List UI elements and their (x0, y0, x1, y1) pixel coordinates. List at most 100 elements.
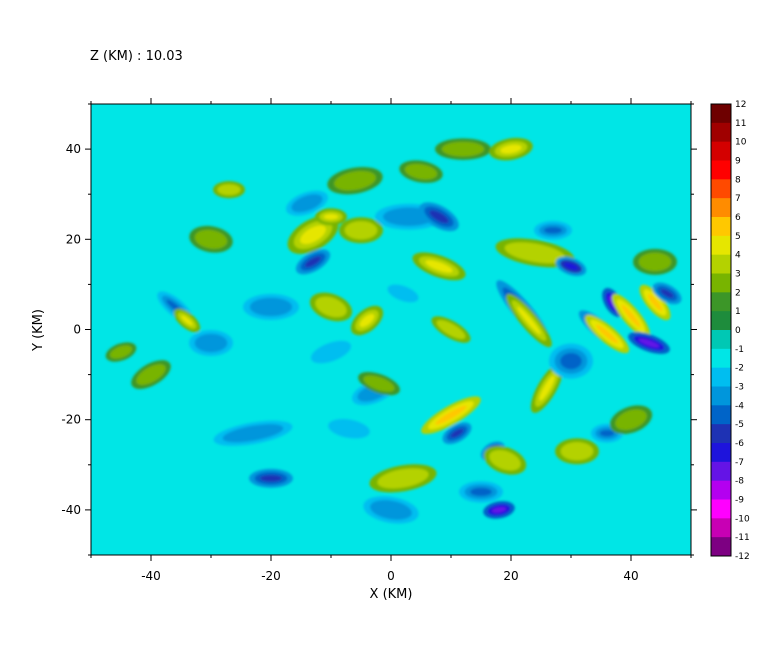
contour-feature (221, 186, 237, 193)
contour-field (105, 137, 682, 524)
contour-feature (300, 225, 326, 245)
colorbar-label: 0 (735, 326, 741, 336)
colorbar-band (711, 217, 731, 237)
colorbar-label: -1 (735, 345, 744, 355)
colorbar-band (711, 348, 731, 369)
contour-feature (544, 227, 562, 234)
contour-feature (114, 348, 128, 356)
contour-feature (564, 262, 578, 270)
colorbar-label: -7 (735, 458, 744, 468)
colorbar-band (711, 443, 731, 463)
colorbar-band (711, 141, 731, 161)
colorbar-band (711, 292, 731, 312)
colorbar-label: 11 (735, 119, 746, 129)
contour-feature (470, 487, 492, 496)
contour-feature (425, 260, 453, 273)
contour-feature (448, 145, 478, 154)
contour-feature (305, 256, 321, 268)
colorbar-band (711, 311, 731, 331)
colorbar-band (711, 424, 731, 444)
colorbar-label: 4 (735, 251, 741, 261)
contour-feature (181, 315, 193, 326)
contour-feature (392, 288, 414, 299)
contour-feature (391, 211, 427, 223)
contour-feature (200, 337, 222, 349)
contour-feature (429, 210, 449, 224)
contour-feature (141, 368, 161, 382)
plot-area (90, 103, 692, 556)
contour-feature (410, 167, 432, 177)
contour-feature (435, 405, 467, 425)
colorbar-label: -8 (735, 477, 744, 487)
colorbar-band (711, 179, 731, 199)
contour-feature (500, 144, 522, 154)
contour-feature (368, 378, 390, 389)
axes: -40 -20 0 20 40 -40 -20 0 20 40 (61, 98, 697, 583)
contour-feature (621, 304, 641, 328)
colorbar: 1211109876543210-1-2-3-4-5-6-7-8-9-10-11… (710, 100, 750, 562)
contour-feature (647, 293, 663, 311)
contour-feature (340, 174, 370, 187)
contour-feature (517, 306, 541, 335)
contour-feature (296, 197, 318, 209)
contour-feature (560, 352, 582, 370)
y-tick-label: 40 (66, 142, 81, 156)
contour-feature (450, 428, 464, 438)
x-tick-label: 40 (623, 569, 638, 583)
colorbar-label: 1 (735, 307, 741, 317)
contour-feature (200, 233, 222, 245)
colorbar-band (711, 104, 731, 124)
contour-feature (494, 454, 516, 467)
y-tick-label: 20 (66, 232, 81, 246)
colorbar-label: 10 (735, 138, 747, 148)
x-tick-label: 20 (503, 569, 518, 583)
contour-feature (323, 214, 339, 220)
contour-feature (595, 324, 619, 344)
y-tick-label: -20 (61, 413, 81, 427)
colorbar-band (711, 386, 731, 406)
colorbar-band (711, 160, 731, 180)
contour-feature (385, 472, 421, 485)
colorbar-label: -2 (735, 364, 744, 374)
colorbar-label: 5 (735, 232, 741, 242)
x-tick-label: -40 (141, 569, 161, 583)
colorbar-label: 7 (735, 194, 741, 204)
colorbar-label: 8 (735, 175, 741, 185)
colorbar-band (711, 330, 731, 350)
contour-feature (491, 506, 507, 513)
contour-feature (256, 301, 286, 313)
colorbar-band (711, 273, 731, 293)
x-tick-label: 0 (387, 569, 395, 583)
colorbar-label: -9 (735, 496, 744, 506)
contour-feature (376, 504, 406, 516)
colorbar-frame (710, 103, 732, 557)
colorbar-label: -3 (735, 383, 744, 393)
colorbar-band (711, 254, 731, 274)
contour-feature (320, 300, 342, 314)
colorbar-band (711, 537, 731, 557)
colorbar-label: 9 (735, 157, 741, 167)
colorbar-band (711, 235, 731, 256)
contour-feature (334, 422, 364, 435)
contour-feature (539, 375, 555, 401)
contour-feature (566, 445, 588, 457)
y-tick-label: 0 (73, 323, 81, 337)
contour-feature (660, 289, 674, 298)
colorbar-label: -5 (735, 420, 744, 430)
contour-feature (317, 344, 345, 360)
colorbar-band (711, 405, 731, 425)
colorbar-label: 12 (735, 100, 746, 110)
colorbar-band (711, 518, 731, 538)
colorbar-label: -11 (735, 533, 750, 543)
contour-feature (513, 246, 557, 260)
contour-feature (260, 475, 282, 482)
contour-feature (231, 427, 275, 439)
contour-feature (350, 224, 372, 236)
x-axis-label: X (KM) (370, 587, 413, 602)
colorbar-band (711, 480, 731, 500)
contour-feature (599, 429, 615, 437)
colorbar-label: 6 (735, 213, 741, 223)
y-tick-label: -40 (61, 503, 81, 517)
contour-feature (359, 313, 375, 328)
